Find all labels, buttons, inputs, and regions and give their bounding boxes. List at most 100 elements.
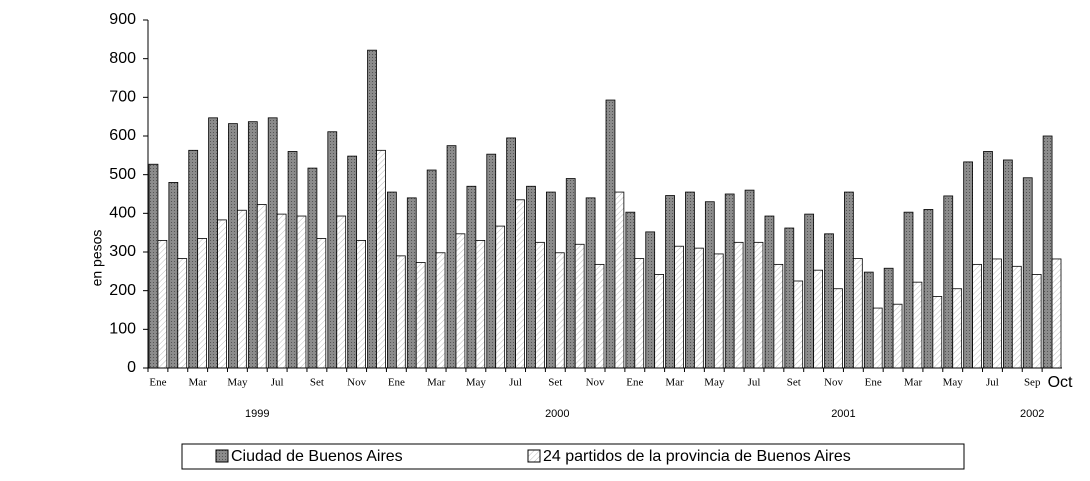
x-tick-label: Jul (509, 377, 522, 389)
bar (406, 197, 417, 369)
bar (1051, 258, 1062, 369)
year-label: 2001 (831, 408, 855, 420)
bar (952, 288, 963, 369)
bar (217, 219, 227, 369)
bar (208, 117, 218, 369)
bar (903, 211, 914, 369)
bar (466, 185, 477, 369)
bar (296, 215, 307, 369)
bar (724, 193, 735, 369)
bar (665, 195, 675, 369)
x-tick-label: Nov (347, 377, 366, 389)
x-tick-label: Sep (1024, 377, 1041, 389)
bar (574, 243, 585, 369)
bar (1022, 177, 1033, 369)
legend-box (181, 443, 965, 470)
year-label: 2000 (545, 408, 569, 420)
bar (395, 255, 406, 369)
bar (872, 307, 883, 369)
bar (972, 263, 982, 369)
bar (753, 241, 764, 369)
x-tick-label: Jul (986, 377, 999, 389)
bar (526, 185, 536, 369)
bar (923, 209, 934, 369)
bar (495, 225, 506, 369)
bar (793, 280, 804, 369)
legend-swatch (527, 449, 541, 463)
bar (545, 191, 556, 369)
y-tick-label: 0 (127, 359, 136, 376)
bar (674, 245, 684, 369)
bar (168, 181, 179, 369)
bar (256, 204, 267, 369)
bar (376, 149, 386, 369)
x-tick-label: Nov (586, 377, 605, 389)
bar (267, 117, 278, 369)
bar (634, 258, 645, 369)
bar (773, 263, 784, 369)
bar (983, 151, 993, 369)
y-tick-label: 700 (109, 89, 136, 106)
legend-label: 24 partidos de la provincia de Buenos Ai… (543, 448, 851, 465)
bar (247, 121, 258, 369)
bar (784, 227, 795, 369)
y-tick-label: 200 (109, 282, 136, 299)
bar (654, 274, 665, 369)
bar (852, 258, 863, 369)
bar (963, 161, 973, 369)
bar (177, 258, 188, 369)
bar (415, 262, 426, 369)
bar (455, 233, 466, 369)
bar (932, 296, 943, 369)
y-tick-label: 100 (109, 321, 136, 338)
bar (892, 303, 903, 369)
bar (585, 197, 596, 369)
bar (307, 167, 318, 369)
bar (554, 252, 565, 369)
bar (625, 211, 636, 369)
bar (733, 241, 744, 369)
bar (685, 191, 695, 369)
x-tick-label: May (704, 377, 725, 389)
bar (367, 49, 377, 369)
x-tick-label: May (466, 377, 487, 389)
x-tick-label: Ene (626, 377, 643, 389)
bar (188, 149, 199, 369)
bar (197, 238, 208, 369)
year-label: 1999 (245, 408, 269, 420)
x-tick-label: Set (548, 377, 562, 389)
bar (863, 271, 874, 369)
x-tick-label: Mar (427, 377, 446, 389)
x-tick-label: Mar (189, 377, 208, 389)
bar (883, 267, 894, 369)
bar (446, 145, 457, 369)
bar (535, 241, 545, 369)
y-axis-label: en pesos (89, 230, 105, 287)
bar (645, 231, 656, 369)
bar (992, 258, 1002, 369)
x-tick-label: Jul (271, 377, 284, 389)
bar (912, 281, 923, 369)
bar (1042, 135, 1053, 369)
bar (824, 233, 834, 369)
bar (844, 191, 854, 369)
y-tick-label: 500 (109, 166, 136, 183)
bar (475, 239, 486, 369)
y-tick-label: 400 (109, 205, 136, 222)
y-tick-label: 800 (109, 50, 136, 67)
bar (813, 269, 823, 369)
bar (347, 155, 358, 369)
y-tick-label: 600 (109, 127, 136, 144)
bar (287, 151, 298, 369)
bar (157, 239, 168, 369)
bar (764, 215, 775, 369)
bar (1011, 265, 1022, 369)
bar (237, 209, 247, 369)
x-tick-label: Oct (1048, 374, 1073, 391)
bar (506, 137, 516, 369)
x-tick-label: Jul (748, 377, 761, 389)
x-tick-label: Set (310, 377, 324, 389)
bar (713, 253, 724, 369)
bar (833, 288, 843, 369)
